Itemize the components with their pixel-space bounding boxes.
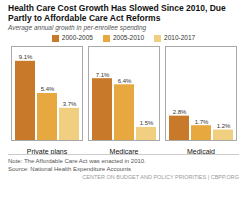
svg-text:5.4%: 5.4%	[41, 86, 55, 92]
html-text:2010-2017: 2010-2017	[164, 34, 196, 41]
html-text:CENTER ON BUDGET AND POLICY PR: CENTER ON BUDGET AND POLICY PRIORITIES |…	[82, 173, 239, 180]
svg-text:Medicare: Medicare	[110, 148, 139, 154]
svg-text:1.2%: 1.2%	[217, 123, 231, 129]
html-text:Average annual growth in per-e: Average annual growth in per-enrollee sp…	[8, 24, 147, 31]
svg-text:9.1%: 9.1%	[19, 54, 33, 60]
svg-text:2.8%: 2.8%	[173, 109, 187, 115]
svg-text:1.5%: 1.5%	[140, 120, 154, 126]
svg-text:3.7%: 3.7%	[63, 101, 77, 107]
svg-text:Medicaid: Medicaid	[187, 148, 215, 154]
svg-text:6.4%: 6.4%	[118, 77, 132, 83]
html-text:2000-2005: 2000-2005	[61, 34, 93, 41]
html-text:Health Care Cost Growth Has Sl: Health Care Cost Growth Has Slowed Since…	[8, 3, 226, 23]
svg-text:7.1%: 7.1%	[96, 71, 110, 77]
svg-text:Private plans: Private plans	[27, 148, 68, 154]
html-text:Source: National Health Expend: Source: National Health Expenditure Acco…	[8, 165, 132, 172]
svg-text:1.7%: 1.7%	[195, 118, 209, 124]
html-text:Note: The Affordable Care Act: Note: The Affordable Care Act was enacte…	[8, 157, 146, 164]
html-text:2005-2010: 2005-2010	[113, 34, 144, 41]
